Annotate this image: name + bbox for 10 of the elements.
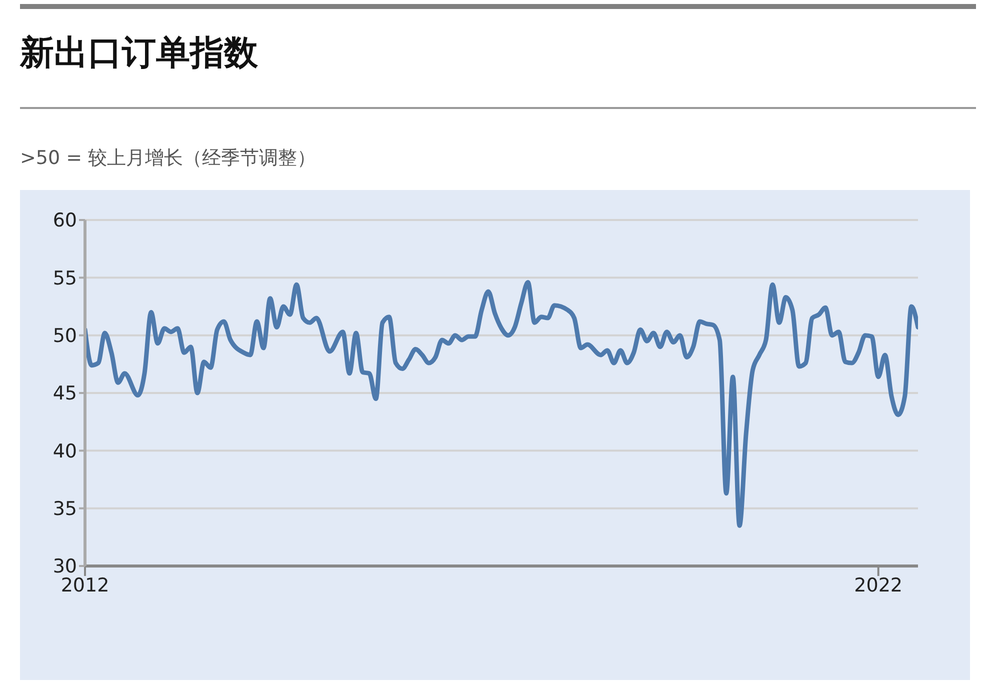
- y-tick-label: 50: [52, 325, 77, 348]
- y-tick-label: 55: [52, 267, 77, 290]
- line-series: [85, 280, 918, 528]
- y-tick-label: 40: [52, 440, 77, 462]
- y-tick-label: 35: [52, 498, 77, 520]
- chart-subtitle: >50 = 较上月增长（经季节调整）: [20, 146, 316, 171]
- chart-title: 新出口订单指数: [20, 32, 258, 75]
- y-tick-label: 60: [52, 210, 77, 232]
- y-tick-label: 45: [52, 382, 77, 405]
- x-tick-label: 2022: [854, 574, 903, 596]
